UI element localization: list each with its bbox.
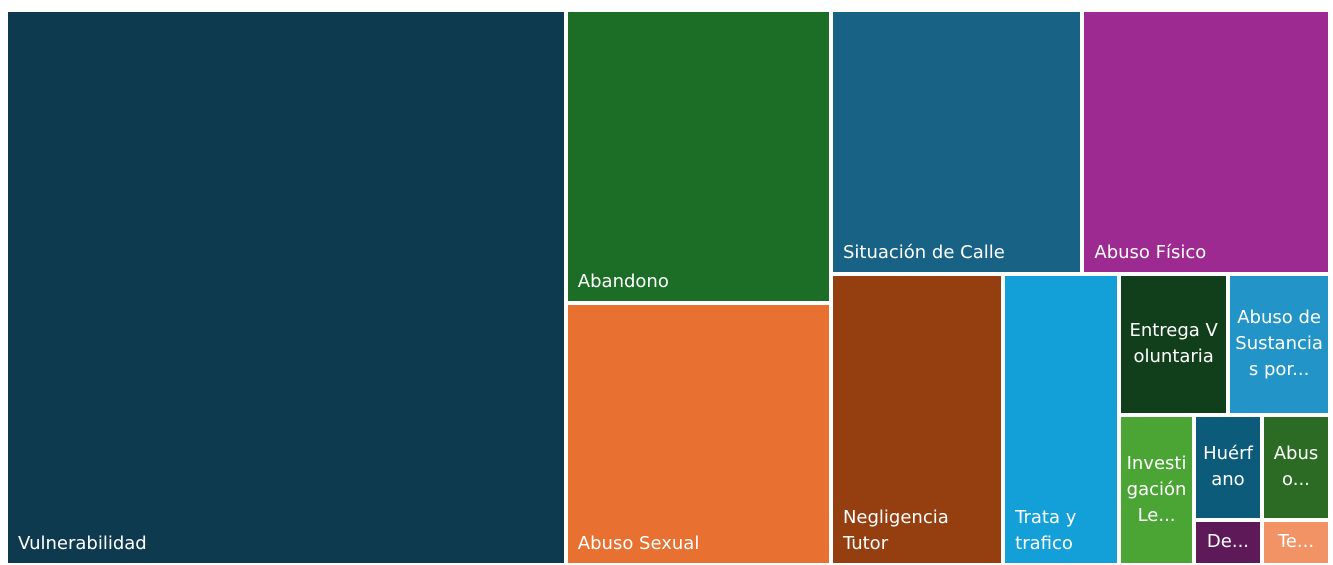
cell-label: Trata y trafico — [1015, 506, 1077, 554]
treemap-cell: Abuso de Sustancias por... — [1230, 276, 1328, 413]
treemap-cell: Situación de Calle — [832, 12, 1081, 273]
cell-label: De... — [1206, 531, 1250, 553]
cell-label: Abuso de Sustancias por... — [1235, 307, 1323, 381]
cell-label: Huérfano — [1203, 443, 1253, 491]
cell-label: Investigación Le... — [1126, 452, 1187, 526]
treemap-cell: Abandono — [567, 12, 829, 301]
cell-label: Entrega Voluntaria — [1129, 320, 1218, 368]
cell-label: Abuso Físico — [1094, 242, 1207, 264]
cell-label: Te... — [1277, 531, 1315, 553]
treemap-cell: Vulnerabilidad — [8, 12, 564, 563]
cell-label: Abuso Sexual — [577, 532, 700, 554]
treemap-cell: Abuso Sexual — [567, 304, 829, 563]
treemap-cell: Abuso Físico — [1084, 12, 1328, 273]
treemap-cell: Trata y trafico — [1005, 276, 1118, 563]
treemap-cell: Huérfano — [1195, 416, 1260, 518]
cell-label: Vulnerabilidad — [18, 533, 147, 554]
treemap-cell: De... — [1195, 521, 1260, 563]
treemap-cell: Negligencia Tutor — [832, 276, 1002, 563]
cell-label: Abuso... — [1273, 443, 1319, 491]
treemap-cell: Entrega Voluntaria — [1121, 276, 1227, 413]
treemap-cell: Investigación Le... — [1121, 416, 1192, 563]
treemap-cell: Abuso... — [1263, 416, 1328, 518]
treemap-cell: Te... — [1263, 521, 1328, 563]
cell-label: Abandono — [577, 270, 669, 292]
cell-label: Situación de Calle — [842, 242, 1005, 264]
treemap: Vulnerabilidad Abandono Abuso Sexual Situac… — [6, 10, 1330, 565]
cell-label: Negligencia Tutor — [842, 506, 949, 554]
